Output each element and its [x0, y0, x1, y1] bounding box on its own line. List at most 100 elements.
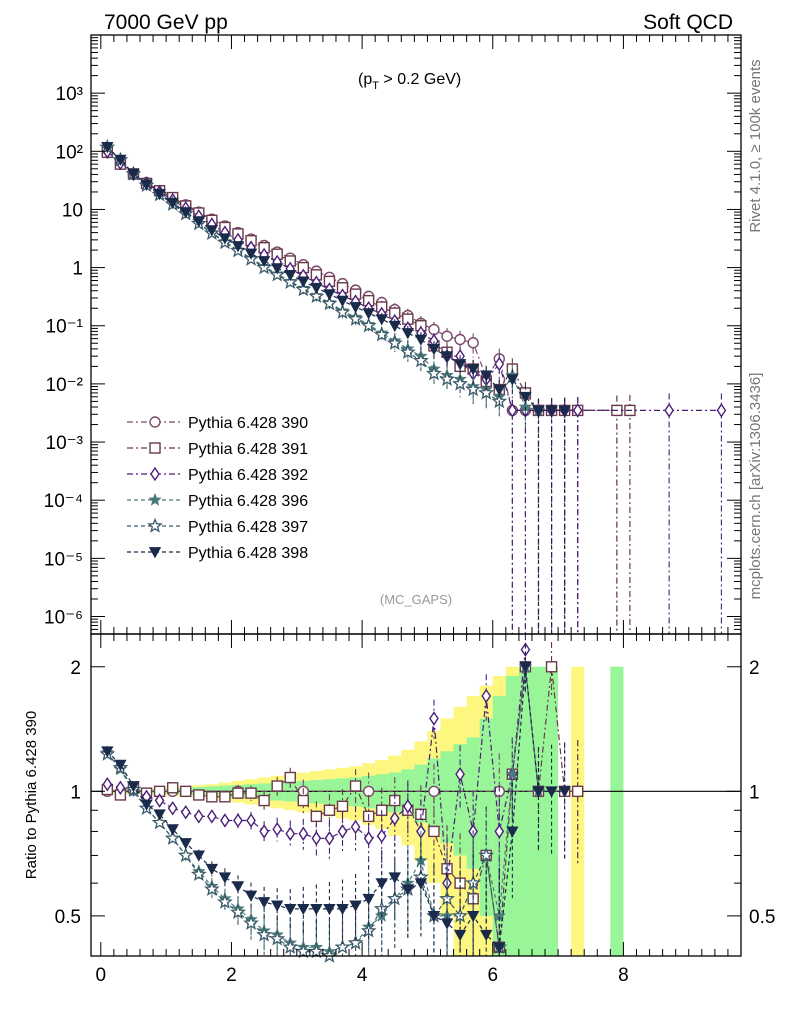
- data-point: [310, 282, 323, 295]
- data-point: [311, 831, 322, 846]
- data-point: [308, 943, 325, 959]
- data-point: [245, 787, 257, 799]
- legend-entry-4: Pythia 6.428 396: [127, 492, 308, 510]
- data-point: [310, 903, 323, 916]
- data-point: [347, 934, 364, 950]
- main-ytick-label: 10³: [56, 84, 83, 105]
- legend-marker: [148, 492, 162, 506]
- data-point: [233, 813, 243, 828]
- data-point: [558, 405, 571, 417]
- main-ytick-label: 10⁻¹: [46, 317, 84, 338]
- data-point: [192, 850, 205, 862]
- data-point: [427, 343, 441, 356]
- data-point: [480, 370, 493, 382]
- data-point: [321, 295, 338, 311]
- ratio-xtick-label: 6: [487, 965, 498, 986]
- data-point: [441, 330, 453, 342]
- data-point: [180, 785, 192, 798]
- data-point: [558, 786, 571, 798]
- data-point: [180, 805, 191, 820]
- data-point: [362, 308, 375, 320]
- data-point: [220, 813, 230, 828]
- data-point: [389, 811, 400, 826]
- data-point: [310, 810, 323, 823]
- data-point: [336, 903, 349, 916]
- data-point: [428, 785, 440, 798]
- legend-marker: [147, 517, 163, 533]
- data-point: [101, 142, 114, 154]
- legend-entry-2: Pythia 6.428 391: [127, 441, 308, 458]
- data-point: [164, 830, 181, 846]
- data-point: [151, 814, 168, 830]
- ratio-ytick-label: 2: [70, 658, 81, 679]
- data-point: [532, 786, 545, 798]
- data-point: [373, 326, 390, 342]
- data-point: [414, 334, 428, 346]
- data-point: [453, 359, 467, 371]
- data-point: [205, 225, 219, 237]
- data-point: [452, 375, 468, 391]
- ratio-xtick-label: 8: [618, 965, 629, 986]
- data-point: [192, 216, 205, 228]
- data-point: [324, 831, 335, 846]
- data-point: [481, 688, 492, 704]
- data-point: [244, 248, 258, 260]
- data-point: [334, 303, 351, 320]
- ratio-ytick-label: 1: [70, 782, 81, 803]
- data-point: [440, 918, 454, 930]
- data-point: [231, 881, 245, 893]
- category-label: Soft QCD: [643, 11, 733, 34]
- main-ytick-label: 10⁻³: [46, 433, 84, 454]
- data-point: [375, 314, 388, 326]
- ratio-ylabel: Ratio to Pythia 6.428 390: [23, 711, 40, 879]
- data-point: [177, 847, 194, 863]
- data-point: [716, 403, 727, 418]
- data-point: [545, 786, 558, 798]
- uncertainty-band-inner: [610, 666, 624, 956]
- rivet-label: Rivet 4.1.0, ≥ 100k events: [747, 59, 764, 232]
- data-point: [271, 263, 284, 275]
- main-ytick-label: 10: [62, 200, 83, 221]
- data-point: [399, 344, 416, 359]
- data-point: [284, 771, 296, 784]
- data-point: [494, 824, 505, 839]
- data-point: [350, 819, 361, 835]
- data-point: [115, 780, 126, 796]
- ratio-ytick-label: 0.5: [55, 907, 81, 928]
- data-point: [295, 281, 312, 297]
- data-point: [246, 813, 256, 828]
- data-point: [203, 880, 220, 896]
- main-ytick-label: 10⁻⁵: [44, 549, 83, 570]
- data-point: [412, 352, 429, 368]
- data-point: [494, 356, 505, 372]
- legend: Pythia 6.428 390 Pythia 6.428 391 Pythia 6…: [127, 415, 308, 562]
- data-point: [269, 930, 286, 946]
- data-point: [257, 897, 271, 909]
- series-line: [107, 649, 526, 884]
- main-ytick-label: 10⁻⁶: [44, 607, 83, 628]
- ratio-ytick-label-right: 2: [749, 658, 760, 679]
- ratio-ytick-label-right: 1: [749, 782, 760, 803]
- data-point: [401, 328, 415, 340]
- series-main-6: [101, 142, 571, 634]
- data-point: [140, 799, 153, 811]
- data-point: [257, 256, 271, 268]
- data-point: [478, 384, 495, 400]
- data-point: [218, 233, 232, 245]
- data-point: [114, 759, 127, 771]
- data-point: [401, 884, 415, 896]
- data-point: [337, 824, 348, 839]
- data-point: [205, 863, 219, 876]
- data-point: [439, 371, 455, 387]
- data-point: [507, 403, 518, 418]
- data-point: [243, 914, 259, 930]
- data-point: [127, 781, 140, 793]
- data-point: [179, 207, 192, 219]
- data-point: [154, 793, 165, 808]
- data-point: [271, 900, 284, 912]
- data-point: [572, 403, 583, 418]
- energy-label: 7000 GeV pp: [104, 11, 228, 34]
- uncertainty-band-inner: [466, 737, 480, 869]
- data-point: [114, 154, 127, 166]
- legend-label: Pythia 6.428 398: [188, 545, 308, 562]
